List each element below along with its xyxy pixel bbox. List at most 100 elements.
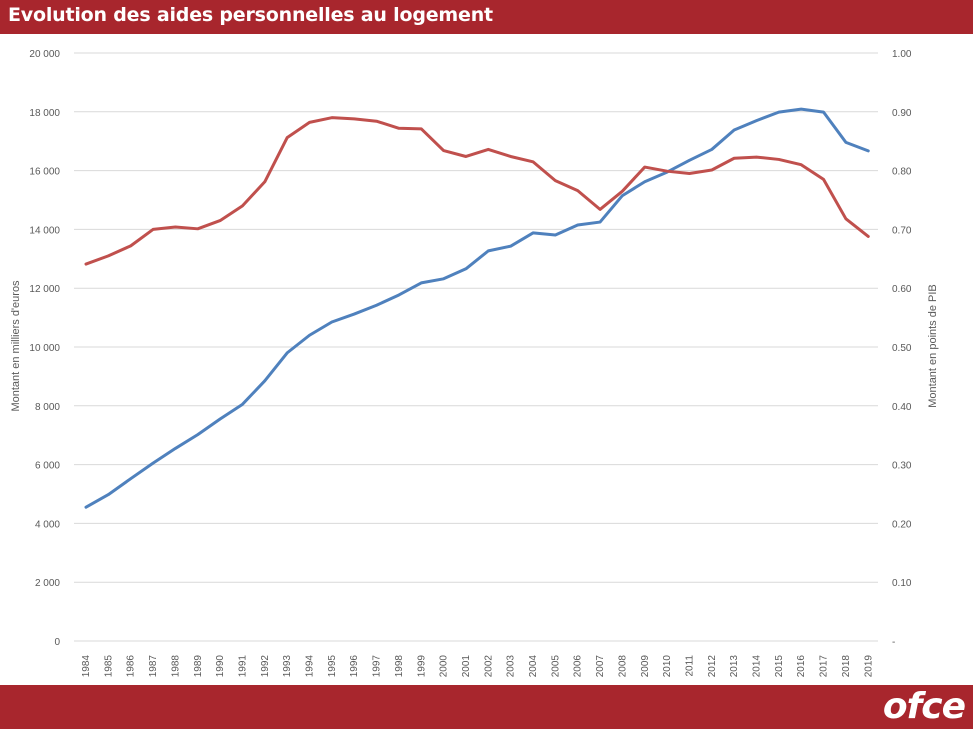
x-tick-label: 2012 xyxy=(707,655,718,678)
y-right-tick-label: 0.50 xyxy=(892,343,912,354)
data-point xyxy=(397,127,401,130)
data-point xyxy=(420,281,423,285)
series-line-gdp-share xyxy=(84,116,870,266)
data-point xyxy=(755,119,758,122)
data-point xyxy=(688,159,691,162)
line-chart: 0 - 2 000 0.10 4 000 0.20 6 000 0.30 8 000 0.40 10… xyxy=(10,49,939,678)
data-point xyxy=(420,127,423,131)
data-point xyxy=(509,155,512,158)
data-point xyxy=(285,351,289,355)
data-point xyxy=(688,172,691,175)
x-tick-label: 2000 xyxy=(439,655,450,678)
data-point xyxy=(107,254,110,258)
x-tick-label: 2016 xyxy=(796,655,807,678)
data-point xyxy=(867,235,870,238)
y-left-tick-label: 10 000 xyxy=(29,343,60,354)
data-point xyxy=(777,158,781,161)
y-right-tick-label: 0.40 xyxy=(892,402,912,413)
x-tick-label: 2006 xyxy=(573,655,584,678)
data-point xyxy=(487,148,490,151)
y-left-tick-label: 8 000 xyxy=(35,402,60,413)
data-point xyxy=(643,180,646,183)
data-point xyxy=(84,262,88,266)
x-tick-label: 1984 xyxy=(81,655,92,678)
x-tick-label: 1985 xyxy=(103,655,114,678)
data-point xyxy=(487,249,490,253)
x-tick-label: 2015 xyxy=(774,655,785,678)
y-left-tick-label: 2 000 xyxy=(35,578,60,589)
y-right-tick-label: - xyxy=(892,637,895,648)
data-point xyxy=(330,116,334,119)
data-point xyxy=(196,227,199,231)
x-tick-label: 1997 xyxy=(372,655,383,678)
x-tick-label: 2001 xyxy=(461,655,472,678)
data-point xyxy=(353,117,356,121)
x-tick-label: 2017 xyxy=(819,655,830,678)
x-tick-label: 2019 xyxy=(863,655,874,678)
data-point xyxy=(263,379,266,383)
x-tick-label: 2011 xyxy=(684,655,695,677)
data-point xyxy=(598,220,602,224)
data-point xyxy=(353,312,356,316)
data-point xyxy=(755,155,758,159)
data-point xyxy=(665,169,669,173)
data-point xyxy=(576,189,579,192)
data-point xyxy=(710,148,713,151)
x-tick-label: 1998 xyxy=(394,655,405,678)
data-point xyxy=(800,163,803,166)
x-tick-label: 1999 xyxy=(416,655,427,678)
data-point xyxy=(308,121,311,124)
data-point xyxy=(822,110,825,114)
y-left-tick-label: 0 xyxy=(54,637,60,648)
data-point xyxy=(330,320,334,324)
data-point xyxy=(241,403,244,406)
data-point xyxy=(218,219,222,222)
x-tick-label: 1991 xyxy=(237,655,248,678)
data-point xyxy=(531,160,535,163)
chart-footer: ofce xyxy=(0,685,973,729)
data-point xyxy=(643,165,646,169)
data-point xyxy=(308,334,311,337)
data-point xyxy=(554,233,557,237)
y-right-tick-label: 0.20 xyxy=(892,519,912,530)
data-point xyxy=(442,149,445,152)
data-point xyxy=(151,461,155,465)
data-point xyxy=(397,293,401,297)
series-lines xyxy=(84,107,870,509)
data-point xyxy=(844,217,848,221)
y-left-tick-label: 14 000 xyxy=(29,225,60,236)
grid-lines xyxy=(74,52,878,642)
data-point xyxy=(732,128,736,132)
data-point xyxy=(598,208,602,211)
data-point xyxy=(218,417,222,421)
chart-area: 0 - 2 000 0.10 4 000 0.20 6 000 0.30 8 000 0.40 10… xyxy=(0,34,973,685)
data-point xyxy=(464,155,468,158)
x-tick-label: 1993 xyxy=(282,655,293,678)
x-tick-label: 2007 xyxy=(595,655,606,678)
x-tick-label: 1992 xyxy=(260,655,271,678)
x-tick-label: 1995 xyxy=(327,655,338,678)
y-left-tick-label: 12 000 xyxy=(29,284,60,295)
data-point xyxy=(531,231,535,235)
data-point xyxy=(710,168,713,172)
x-tick-label: 2018 xyxy=(841,655,852,678)
x-tick-label: 1989 xyxy=(193,655,204,678)
ofce-logo: ofce xyxy=(882,686,966,727)
data-point xyxy=(174,225,177,229)
x-tick-label: 2013 xyxy=(729,655,740,678)
y-right-tick-label: 1.00 xyxy=(892,49,912,60)
y-right-tick-label: 0.30 xyxy=(892,461,912,472)
x-tick-label: 1987 xyxy=(148,655,159,678)
y-left-tick-label: 18 000 xyxy=(29,108,60,119)
data-point xyxy=(509,244,512,248)
y-left-tick-label: 4 000 xyxy=(35,519,60,530)
y-left-tick-label: 16 000 xyxy=(29,167,60,178)
y-left-tick-label: 20 000 xyxy=(29,49,60,60)
data-point xyxy=(263,180,266,183)
y-right-tick-label: 0.60 xyxy=(892,284,912,295)
data-point xyxy=(576,223,579,227)
y-axis-left-label: Montant en milliers d'euros xyxy=(10,280,22,412)
data-point xyxy=(151,228,155,231)
x-tick-label: 1996 xyxy=(349,655,360,678)
y-right-tick-label: 0.10 xyxy=(892,578,912,589)
